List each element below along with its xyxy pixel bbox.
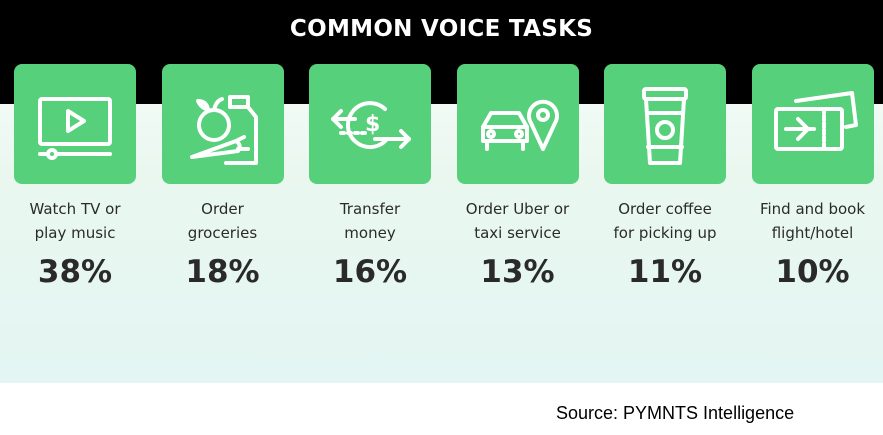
- task-label: Order groceries: [148, 197, 298, 245]
- ticket-icon: [773, 91, 858, 151]
- chart-title: COMMON VOICE TASKS: [289, 16, 594, 42]
- task-label: Order coffee for picking up: [590, 197, 740, 245]
- task-label-line: play music: [34, 224, 116, 242]
- task-percentage: 16%: [332, 254, 408, 290]
- task-label: Find and book flight/hotel: [738, 197, 883, 245]
- task-label: Order Uber or taxi service: [443, 197, 593, 245]
- task-tile-4: [456, 64, 579, 184]
- task-label-line: for picking up: [613, 224, 717, 242]
- task-label-line: Order coffee: [618, 200, 712, 218]
- task-tile-1: [14, 64, 136, 184]
- task-percentage: 11%: [627, 254, 703, 290]
- task-label-line: taxi service: [474, 224, 561, 242]
- task-tile-5: [604, 64, 726, 184]
- task-percentage: 10%: [775, 254, 850, 290]
- task-label-line: Find and book: [759, 200, 866, 218]
- task-label: Watch TV or play music: [0, 197, 150, 245]
- groceries-icon: [189, 95, 258, 165]
- task-percentage: 38%: [37, 254, 113, 290]
- task-percentage: 13%: [480, 254, 555, 290]
- taxi-location-icon: [480, 99, 559, 151]
- task-label-line: Transfer: [339, 200, 401, 218]
- money-transfer-icon: $: [331, 101, 411, 150]
- infographic-panel: COMMON VOICE TASKS Watch TV or play music…: [0, 0, 883, 383]
- task-label-line: Order: [201, 200, 244, 218]
- task-tile-6: [751, 64, 874, 184]
- task-tile-2: [161, 64, 284, 184]
- header-band: [0, 0, 883, 104]
- coffee-cup-icon: [642, 87, 688, 165]
- task-label-line: groceries: [187, 224, 258, 242]
- task-label-line: Order Uber or: [465, 200, 570, 218]
- task-tile-3: $: [309, 64, 431, 184]
- task-percentage: 18%: [185, 254, 260, 290]
- svg-text:$: $: [365, 112, 380, 137]
- task-label-line: Watch TV or: [29, 200, 121, 218]
- task-label: Transfer money: [295, 197, 445, 245]
- source-note: Source: PYMNTS Intelligence: [556, 403, 795, 423]
- task-label-line: money: [344, 224, 396, 242]
- task-label-line: flight/hotel: [771, 224, 854, 242]
- tv-play-icon: [38, 97, 112, 160]
